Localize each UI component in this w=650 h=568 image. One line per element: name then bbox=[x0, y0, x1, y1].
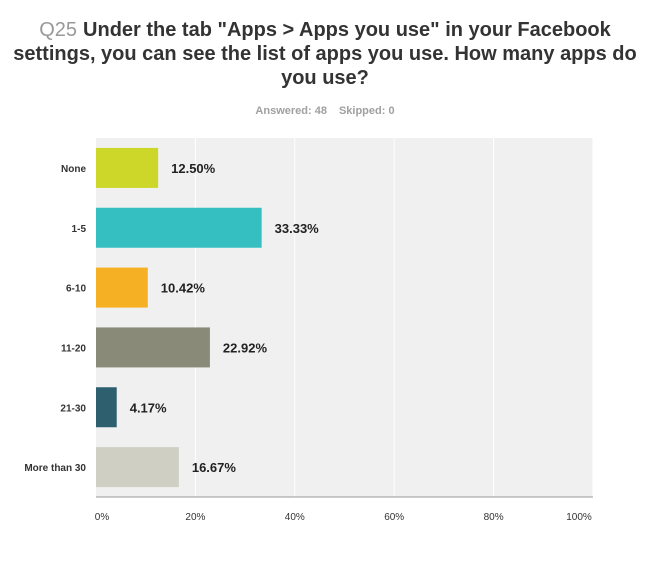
x-axis-tick-labels: 0% 20% 40% 60% 80% 100% bbox=[95, 512, 592, 523]
x-tick-label: 80% bbox=[484, 512, 504, 523]
category-labels: None 1-5 6-10 11-20 21-30 More than 30 bbox=[24, 164, 86, 474]
value-labels: 12.50% 33.33% 10.42% 22.92% 4.17% 16.67% bbox=[130, 161, 319, 475]
question-number: Q25 bbox=[39, 19, 78, 41]
value-label: 22.92% bbox=[223, 340, 268, 355]
grid-lines bbox=[194, 138, 594, 497]
category-label: 6-10 bbox=[66, 284, 86, 295]
x-tick-label: 60% bbox=[384, 512, 404, 523]
bar bbox=[96, 327, 210, 368]
x-tick-label: 20% bbox=[185, 512, 205, 523]
value-label: 33.33% bbox=[275, 221, 320, 236]
response-stats: Answered: 48 Skipped: 0 bbox=[0, 105, 650, 117]
value-label: 12.50% bbox=[171, 161, 216, 176]
bar bbox=[96, 387, 117, 428]
category-label: None bbox=[61, 164, 86, 175]
value-label: 10.42% bbox=[161, 281, 206, 296]
bar bbox=[96, 267, 148, 308]
category-label: 21-30 bbox=[60, 403, 86, 414]
x-tick-label: 0% bbox=[95, 512, 110, 523]
x-tick-label: 40% bbox=[285, 512, 305, 523]
bars bbox=[96, 147, 262, 488]
skipped-count: Skipped: 0 bbox=[338, 105, 395, 117]
plot-area bbox=[96, 138, 593, 497]
answered-count: Answered: 48 bbox=[255, 105, 327, 117]
value-label: 16.67% bbox=[192, 460, 237, 475]
bar bbox=[96, 207, 262, 248]
chart-title: Q25 Under the tab "Apps > Apps you use" i… bbox=[10, 18, 640, 90]
bar bbox=[96, 447, 179, 488]
category-label: 1-5 bbox=[72, 224, 87, 235]
x-tick-label: 100% bbox=[566, 512, 592, 523]
question-text: Under the tab "Apps > Apps you use" in y… bbox=[13, 19, 637, 89]
value-label: 4.17% bbox=[130, 400, 167, 415]
category-label: More than 30 bbox=[24, 463, 86, 474]
bar bbox=[96, 147, 159, 188]
category-label: 11-20 bbox=[61, 343, 86, 354]
